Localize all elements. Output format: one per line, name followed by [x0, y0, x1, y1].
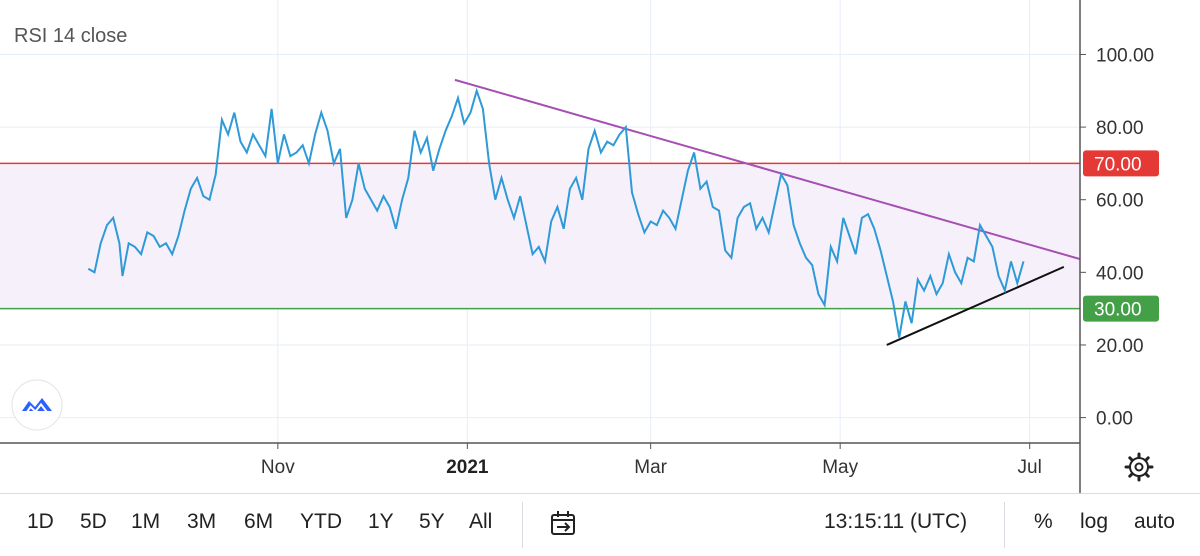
range-3m-button[interactable]: 3M: [187, 510, 217, 533]
log-toggle[interactable]: log: [1080, 510, 1109, 533]
chart-title: RSI 14 close: [14, 25, 127, 47]
oversold-label-badge: [1083, 295, 1159, 322]
trendlines[interactable]: [454, 78, 1114, 346]
overbought-label-badge: [1083, 150, 1159, 177]
time-axis[interactable]: Nov 2021 Mar May Jul: [0, 442, 1080, 478]
y-tick-label: 80.00: [1096, 118, 1144, 139]
range-all-button[interactable]: All: [469, 510, 493, 533]
range-ytd-button[interactable]: YTD: [300, 510, 342, 533]
y-tick-label: 0.00: [1096, 409, 1133, 430]
tradingview-logo-icon[interactable]: [11, 379, 63, 431]
settings-gear-icon[interactable]: [1124, 452, 1154, 482]
rsi-chart[interactable]: 100.00 80.00 60.00 40.00 20.00 0.00 70.00 30.00…: [0, 0, 1200, 493]
trendline-1[interactable]: [454, 78, 1114, 270]
bottom-toolbar: 1D 5D 1M 3M 6M YTD 1Y 5Y All 13:15:11 (U…: [0, 493, 1200, 556]
toolbar-divider: [522, 502, 523, 548]
oversold-label: 30.00: [1094, 300, 1142, 321]
x-tick-label: Nov: [261, 457, 295, 478]
range-1d-button[interactable]: 1D: [27, 510, 54, 533]
rsi-band: [0, 163, 1080, 309]
price-axis[interactable]: 100.00 80.00 60.00 40.00 20.00 0.00 70.00 30.00: [1079, 0, 1200, 493]
y-tick-label: 20.00: [1096, 336, 1144, 357]
price-axis-bg: [1080, 0, 1200, 443]
range-1y-button[interactable]: 1Y: [368, 510, 394, 533]
calendar-arrow-icon[interactable]: [549, 509, 579, 539]
y-tick-label: 40.00: [1096, 263, 1144, 284]
x-tick-label: Jul: [1018, 457, 1042, 478]
time-display[interactable]: 13:15:11 (UTC): [824, 510, 968, 533]
range-1m-button[interactable]: 1M: [131, 510, 161, 533]
range-5y-button[interactable]: 5Y: [419, 510, 445, 533]
x-tick-label: May: [822, 457, 858, 478]
percent-toggle[interactable]: %: [1034, 510, 1053, 533]
x-tick-label: Mar: [634, 457, 667, 478]
toolbar-divider: [1004, 502, 1005, 548]
range-5d-button[interactable]: 5D: [80, 510, 107, 533]
y-tick-label: 100.00: [1096, 45, 1154, 66]
trendline-2[interactable]: [886, 265, 1065, 346]
auto-toggle[interactable]: auto: [1134, 510, 1175, 533]
y-tick-label: 60.00: [1096, 191, 1144, 212]
x-tick-label: 2021: [446, 457, 489, 478]
rsi-line: [87, 87, 1025, 338]
overbought-label: 70.00: [1094, 154, 1142, 175]
range-6m-button[interactable]: 6M: [244, 510, 274, 533]
